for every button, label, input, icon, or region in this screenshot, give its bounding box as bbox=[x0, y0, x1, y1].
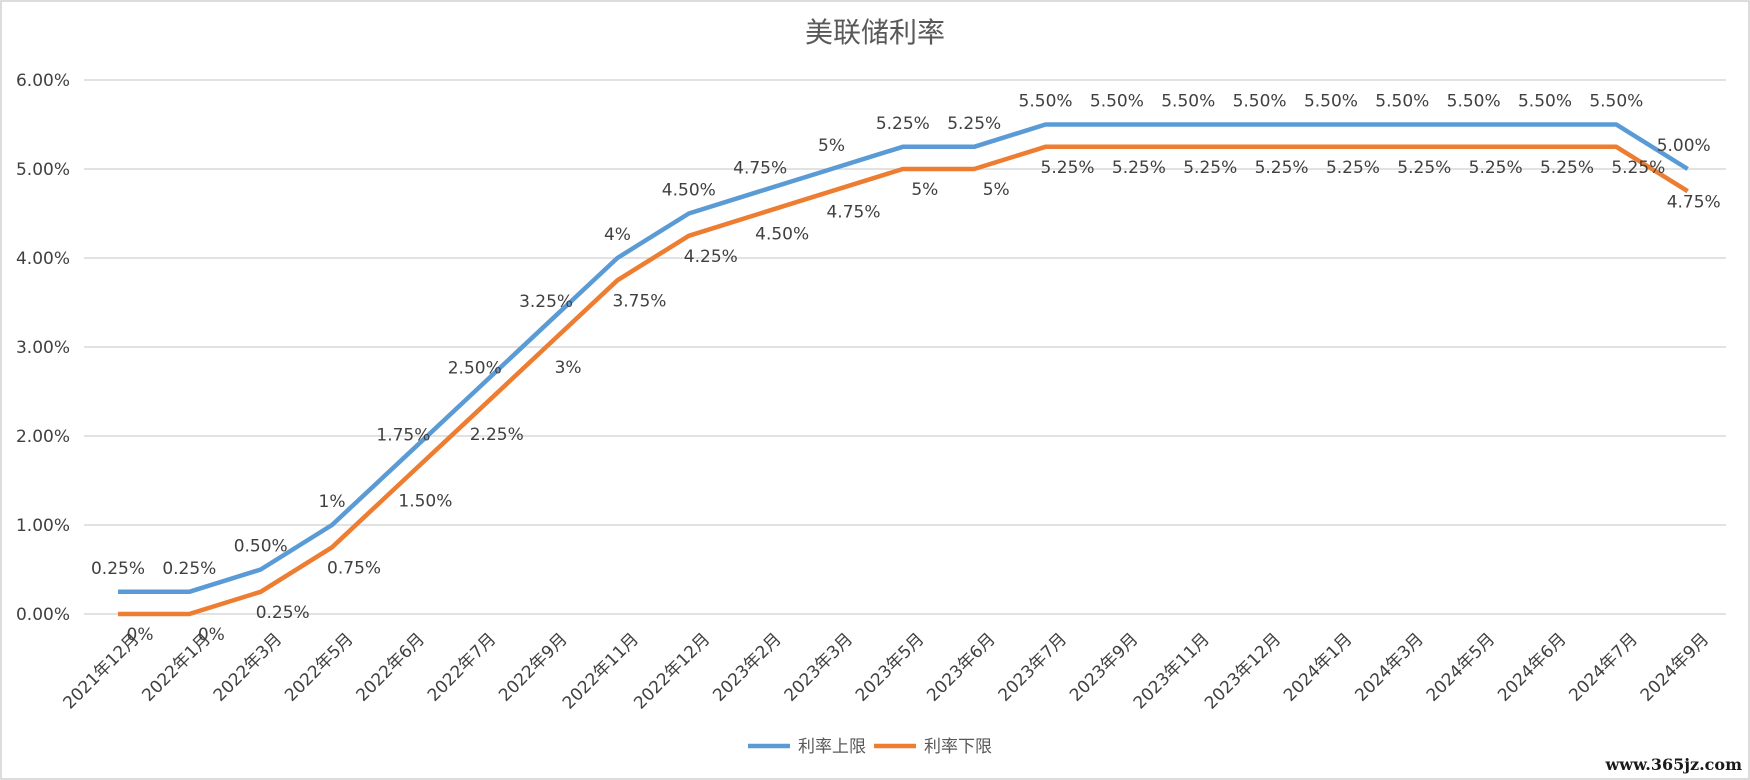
data-label-lower: 4.25% bbox=[684, 247, 738, 267]
data-label-upper: 5.50% bbox=[1518, 92, 1572, 112]
data-label-upper: 5% bbox=[818, 136, 845, 156]
data-label-lower: 3% bbox=[555, 358, 582, 378]
legend: 利率上限 利率下限 bbox=[748, 737, 992, 757]
x-tick-label: 2023年11月 bbox=[1130, 629, 1214, 713]
data-label-lower: 0.75% bbox=[327, 558, 381, 578]
y-tick-label: 2.00% bbox=[16, 427, 70, 447]
x-tick-label: 2023年12月 bbox=[1201, 629, 1285, 713]
data-label-upper: 5.50% bbox=[1233, 92, 1287, 112]
y-tick-label: 0.00% bbox=[16, 605, 70, 625]
data-label-lower: 5.25% bbox=[1183, 158, 1237, 178]
x-tick-label: 2023年5月 bbox=[852, 629, 928, 705]
watermark: www.365jz.com bbox=[1605, 755, 1743, 774]
data-label-upper: 5.00% bbox=[1657, 136, 1711, 156]
x-tick-label: 2023年2月 bbox=[709, 629, 785, 705]
chart-title: 美联储利率 bbox=[805, 16, 945, 49]
data-label-lower: 4.75% bbox=[1667, 192, 1721, 212]
data-label-lower: 5.25% bbox=[1255, 158, 1309, 178]
y-tick-label: 6.00% bbox=[16, 71, 70, 91]
data-label-lower: 5.25% bbox=[1041, 158, 1095, 178]
data-label-upper: 5.50% bbox=[1090, 92, 1144, 112]
data-label-upper: 5.50% bbox=[1589, 92, 1643, 112]
x-tick-label: 2024年5月 bbox=[1423, 629, 1499, 705]
y-tick-label: 5.00% bbox=[16, 160, 70, 180]
x-tick-label: 2024年6月 bbox=[1494, 629, 1570, 705]
x-tick-label: 2024年3月 bbox=[1351, 629, 1427, 705]
data-label-upper: 0.25% bbox=[91, 559, 145, 579]
data-label-upper: 5.50% bbox=[1161, 92, 1215, 112]
y-tick-label: 1.00% bbox=[16, 516, 70, 536]
data-label-upper: 1% bbox=[319, 492, 346, 512]
data-label-upper: 5.50% bbox=[1019, 92, 1073, 112]
data-label-upper: 5.50% bbox=[1447, 92, 1501, 112]
data-label-upper: 0.25% bbox=[162, 559, 216, 579]
data-label-upper: 4% bbox=[604, 225, 631, 245]
x-tick-label: 2023年6月 bbox=[923, 629, 999, 705]
data-label-lower: 5.25% bbox=[1397, 158, 1451, 178]
data-label-lower: 4.75% bbox=[826, 202, 880, 222]
data-label-lower: 0% bbox=[198, 625, 225, 645]
data-label-lower: 5% bbox=[983, 180, 1010, 200]
data-labels: 0.25% 0.25% 0.50% 1% 1.75% 2.50% 3.25% 4% 4.50% 4… bbox=[91, 92, 1721, 646]
y-tick-label: 3.00% bbox=[16, 338, 70, 358]
data-label-lower: 0% bbox=[127, 625, 154, 645]
data-label-upper: 1.75% bbox=[376, 425, 430, 445]
data-label-lower: 4.50% bbox=[755, 225, 809, 245]
data-label-upper: 5.50% bbox=[1375, 92, 1429, 112]
data-label-lower: 3.75% bbox=[612, 291, 666, 311]
legend-label: 利率上限 bbox=[798, 737, 866, 757]
data-label-lower: 5.25% bbox=[1112, 158, 1166, 178]
x-tick-label: 2024年1月 bbox=[1280, 629, 1356, 705]
data-label-lower: 0.25% bbox=[256, 603, 310, 623]
x-tick-label: 2022年5月 bbox=[281, 629, 357, 705]
y-axis: 0.00% 1.00% 2.00% 3.00% 4.00% 5.00% 6.00% bbox=[16, 71, 70, 625]
x-tick-label: 2022年11月 bbox=[559, 629, 643, 713]
data-label-upper: 0.50% bbox=[234, 537, 288, 557]
series-line-lower bbox=[118, 144, 1689, 617]
data-label-upper: 4.50% bbox=[662, 181, 716, 201]
data-label-lower: 1.50% bbox=[398, 492, 452, 512]
x-tick-label: 2023年3月 bbox=[781, 629, 857, 705]
x-tick-label: 2023年7月 bbox=[995, 629, 1071, 705]
data-label-upper: 3.25% bbox=[519, 292, 573, 312]
data-label-lower: 2.25% bbox=[470, 425, 524, 445]
data-label-lower: 5.25% bbox=[1469, 158, 1523, 178]
series-layer bbox=[118, 122, 1689, 617]
data-label-upper: 5.25% bbox=[876, 114, 930, 134]
x-tick-label: 2023年9月 bbox=[1066, 629, 1142, 705]
data-label-lower: 5% bbox=[911, 180, 938, 200]
x-tick-label: 2024年7月 bbox=[1565, 629, 1641, 705]
x-tick-label: 2022年9月 bbox=[495, 629, 571, 705]
data-label-upper: 5.50% bbox=[1304, 92, 1358, 112]
data-label-lower: 5.25% bbox=[1611, 158, 1665, 178]
series-line-upper bbox=[118, 122, 1689, 595]
x-tick-label: 2024年9月 bbox=[1637, 629, 1713, 705]
x-tick-label: 2022年7月 bbox=[424, 629, 500, 705]
y-tick-label: 4.00% bbox=[16, 249, 70, 269]
data-label-upper: 4.75% bbox=[733, 158, 787, 178]
data-label-lower: 5.25% bbox=[1540, 158, 1594, 178]
legend-label: 利率下限 bbox=[924, 737, 992, 757]
data-label-upper: 5.25% bbox=[947, 114, 1001, 134]
data-label-lower: 5.25% bbox=[1326, 158, 1380, 178]
x-tick-label: 2022年12月 bbox=[630, 629, 714, 713]
x-axis: 2021年12月2022年1月2022年3月2022年5月2022年6月2022… bbox=[59, 629, 1713, 713]
data-label-upper: 2.50% bbox=[448, 359, 502, 379]
x-tick-label: 2022年6月 bbox=[353, 629, 429, 705]
